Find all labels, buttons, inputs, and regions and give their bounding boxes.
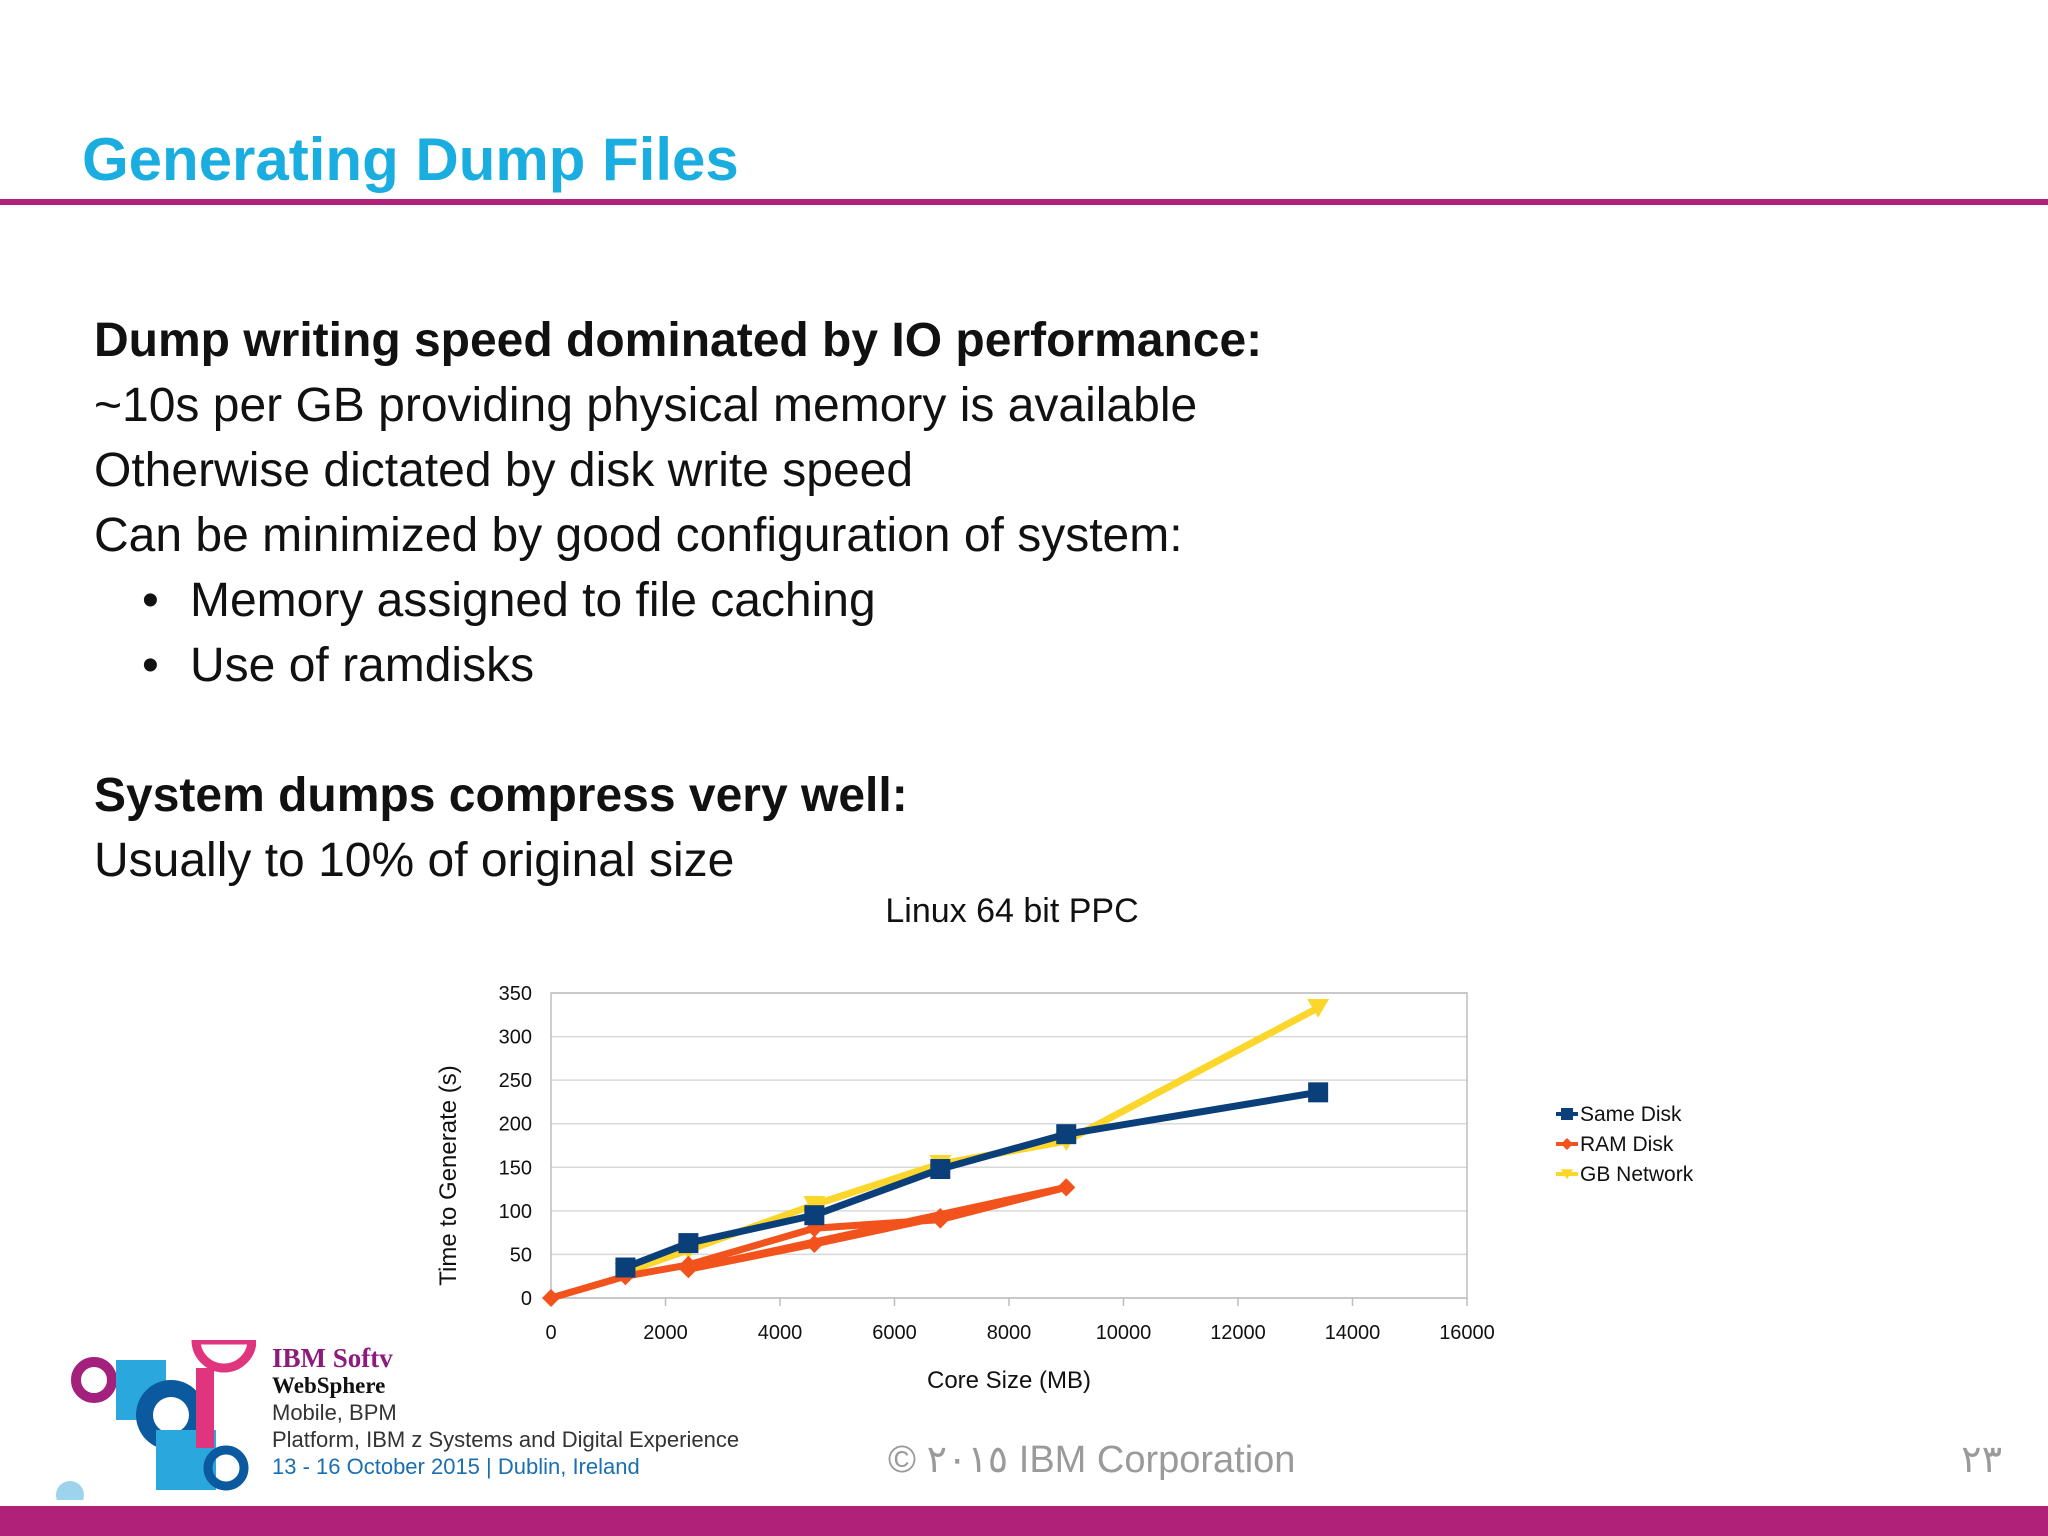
conference-line-1: WebSphere — [272, 1373, 386, 1398]
slide-title: Generating Dump Files — [82, 126, 739, 193]
y-tick-label: 200 — [499, 1114, 532, 1136]
y-tick-label: 150 — [499, 1157, 532, 1179]
legend-marker-gb-network — [1561, 1169, 1573, 1180]
series-line-gb-network — [624, 1004, 1320, 1276]
conference-dates: 13 - 16 October 2015 | Dublin, Ireland — [272, 1454, 640, 1479]
data-point-same-disk — [1308, 1082, 1329, 1103]
bullet-dot: • — [142, 639, 159, 692]
data-point-same-disk — [615, 1257, 636, 1278]
y-tick-label: 300 — [499, 1027, 532, 1049]
y-axis-label: Time to Generate (s) — [435, 1065, 462, 1286]
data-point-ram-disk — [931, 1207, 950, 1226]
data-point-same-disk — [804, 1205, 825, 1226]
section1-line-2: Otherwise dictated by disk write speed — [94, 444, 914, 497]
x-axis-label: Core Size (MB) — [927, 1367, 1091, 1394]
x-tick-label: 4000 — [758, 1322, 803, 1344]
bullet-dot: • — [142, 574, 159, 627]
y-tick-label: 350 — [499, 983, 532, 1005]
x-tick-label: 8000 — [987, 1322, 1032, 1344]
legend-label-same-disk: Same Disk — [1580, 1103, 1682, 1126]
x-tick-label: 0 — [545, 1322, 556, 1344]
conference-logo — [56, 1340, 256, 1500]
bullet-item: • Memory assigned to file caching — [94, 568, 1594, 633]
bottom-accent-bar — [0, 1506, 2048, 1536]
legend-marker-ram-disk — [1561, 1138, 1573, 1150]
y-tick-label: 50 — [510, 1244, 532, 1266]
x-tick-label: 6000 — [872, 1322, 917, 1344]
x-tick-label: 16000 — [1439, 1322, 1495, 1344]
conference-line-2: Mobile, BPM — [272, 1400, 397, 1425]
y-tick-label: 250 — [499, 1070, 532, 1092]
section1-heading: Dump writing speed dominated by IO perfo… — [94, 314, 1263, 367]
data-point-ram-disk — [542, 1289, 560, 1307]
bullet-text: Memory assigned to file caching — [190, 574, 876, 627]
bullet-text: Use of ramdisks — [190, 639, 535, 692]
section2-heading: System dumps compress very well: — [94, 769, 908, 822]
x-tick-label: 12000 — [1210, 1322, 1266, 1344]
data-point-ram-disk — [1057, 1178, 1076, 1197]
bullet-item: • Use of ramdisks — [94, 633, 1594, 698]
data-point-ram-disk — [679, 1260, 698, 1279]
series-line-same-disk — [624, 1088, 1319, 1271]
plot-area-border — [550, 992, 1468, 1299]
legend-label-gb-network: GB Network — [1580, 1163, 1694, 1186]
page-number: ٢٣ — [1961, 1439, 2002, 1481]
chart-title: Linux 64 bit PPC — [885, 892, 1138, 930]
data-point-same-disk — [1056, 1124, 1077, 1145]
x-tick-label: 2000 — [643, 1322, 688, 1344]
data-point-same-disk — [930, 1159, 951, 1180]
section1-line-3: Can be minimized by good configuration o… — [94, 509, 1183, 562]
section2-line: Usually to 10% of original size — [94, 834, 735, 887]
conference-info: IBM Softv WebSphere Mobile, BPM Platform… — [272, 1345, 739, 1480]
conference-brand: IBM Softv — [272, 1343, 393, 1373]
data-point-ram-disk — [805, 1234, 824, 1253]
copyright-notice: © ٢٠١٥ IBM Corporation — [888, 1439, 1296, 1481]
legend-marker-same-disk — [1561, 1108, 1573, 1120]
section1-line-1: ~10s per GB providing physical memory is… — [94, 379, 1198, 432]
y-tick-label: 100 — [499, 1201, 532, 1223]
data-point-same-disk — [678, 1233, 699, 1254]
conference-line-3: Platform, IBM z Systems and Digital Expe… — [272, 1427, 740, 1452]
y-tick-label: 0 — [521, 1288, 532, 1310]
x-tick-label: 10000 — [1096, 1322, 1152, 1344]
slide-body: Dump writing speed dominated by IO perfo… — [94, 308, 1594, 893]
series-line-ram-disk — [550, 1183, 1070, 1302]
title-divider — [0, 199, 2048, 205]
data-point-gb-network — [1307, 999, 1330, 1018]
x-tick-label: 14000 — [1325, 1322, 1381, 1344]
legend-label-ram-disk: RAM Disk — [1580, 1133, 1674, 1156]
